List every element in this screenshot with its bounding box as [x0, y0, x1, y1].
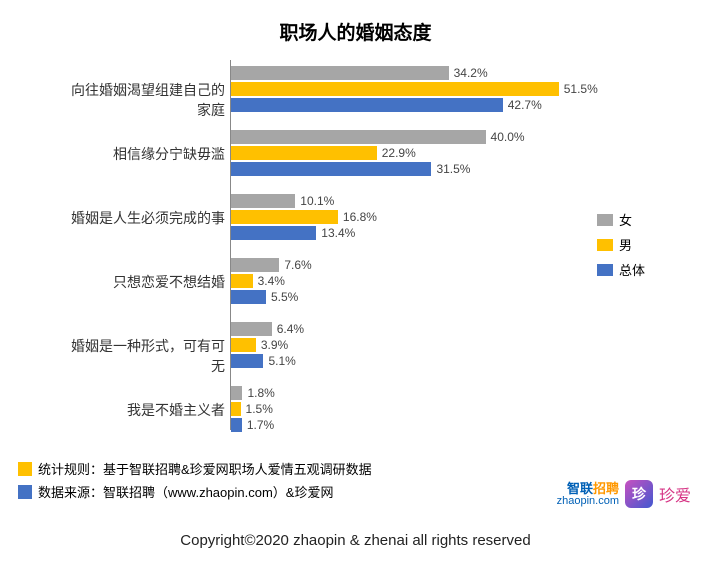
category-label: 只想恋爱不想结婚	[60, 272, 225, 292]
bar-male	[231, 82, 559, 96]
bar-value-label: 3.9%	[261, 338, 288, 352]
note-source-label: 数据来源：	[38, 482, 103, 501]
bar-female	[231, 66, 449, 80]
bar-value-label: 1.5%	[246, 402, 273, 416]
note-rule-label: 统计规则：	[38, 459, 103, 478]
logo-zhenai-icon: 珍	[625, 480, 653, 508]
bar-value-label: 42.7%	[508, 98, 542, 112]
logo-zhaopin-cn-a: 智联	[567, 481, 593, 496]
legend-label: 女	[619, 210, 632, 229]
logos: 智联招聘 zhaopin.com 珍 珍爱	[557, 480, 691, 508]
legend-item-male: 男	[597, 235, 645, 254]
bar-value-label: 6.4%	[277, 322, 304, 336]
note-source-swatch	[18, 485, 32, 499]
bar-female	[231, 130, 486, 144]
bar-male	[231, 146, 377, 160]
category-label: 婚姻是人生必须完成的事	[60, 208, 225, 228]
legend-item-female: 女	[597, 210, 645, 229]
plot-region: 向往婚姻渴望组建自己的家庭34.2%51.5%42.7%相信缘分宁缺毋滥40.0…	[230, 60, 580, 430]
bar-value-label: 51.5%	[564, 82, 598, 96]
category-label: 向往婚姻渴望组建自己的家庭	[60, 80, 225, 120]
note-source: 数据来源： 智联招聘（www.zhaopin.com）&珍爱网	[18, 482, 372, 501]
bar-total	[231, 290, 266, 304]
bar-total	[231, 226, 316, 240]
legend-label: 总体	[619, 260, 645, 279]
legend-label: 男	[619, 235, 632, 254]
legend-item-total: 总体	[597, 260, 645, 279]
bar-total	[231, 162, 431, 176]
note-rule-swatch	[18, 462, 32, 476]
bar-value-label: 40.0%	[491, 130, 525, 144]
bar-total	[231, 98, 503, 112]
bar-value-label: 16.8%	[343, 210, 377, 224]
bar-female	[231, 258, 279, 272]
footer-notes: 统计规则： 基于智联招聘&珍爱网职场人爱情五观调研数据 数据来源： 智联招聘（w…	[18, 455, 372, 501]
bar-male	[231, 338, 256, 352]
legend: 女男总体	[597, 210, 645, 285]
bar-value-label: 34.2%	[454, 66, 488, 80]
bar-value-label: 1.7%	[247, 418, 274, 432]
chart-area: 向往婚姻渴望组建自己的家庭 34.2% 51.5% 42.7% 相信缘分宁缺毋滥 40.0…	[60, 60, 650, 430]
legend-swatch	[597, 214, 613, 226]
bar-female	[231, 386, 242, 400]
bar-male	[231, 402, 241, 416]
bar-male	[231, 210, 338, 224]
logo-zhenai-text: 珍爱	[659, 482, 691, 506]
bar-value-label: 10.1%	[300, 194, 334, 208]
bar-female	[231, 194, 295, 208]
copyright: Copyright©2020 zhaopin & zhenai all righ…	[0, 532, 711, 549]
bar-value-label: 5.5%	[271, 290, 298, 304]
bar-value-label: 3.4%	[258, 274, 285, 288]
bar-total	[231, 418, 242, 432]
chart-title: 职场人的婚姻态度	[0, 0, 711, 45]
legend-swatch	[597, 264, 613, 276]
legend-swatch	[597, 239, 613, 251]
note-rule: 统计规则： 基于智联招聘&珍爱网职场人爱情五观调研数据	[18, 459, 372, 478]
bar-value-label: 31.5%	[436, 162, 470, 176]
logo-zhaopin-cn-b: 招聘	[593, 481, 619, 496]
logo-zhaopin: 智联招聘 zhaopin.com	[557, 482, 619, 507]
bar-value-label: 7.6%	[284, 258, 311, 272]
note-source-text: 智联招聘（www.zhaopin.com）&珍爱网	[103, 482, 333, 501]
bar-value-label: 5.1%	[268, 354, 295, 368]
bar-value-label: 1.8%	[247, 386, 274, 400]
category-label: 婚姻是一种形式，可有可无	[60, 336, 225, 376]
category-label: 相信缘分宁缺毋滥	[60, 144, 225, 164]
bar-total	[231, 354, 263, 368]
bar-value-label: 22.9%	[382, 146, 416, 160]
bar-male	[231, 274, 253, 288]
category-label: 我是不婚主义者	[60, 400, 225, 420]
note-rule-text: 基于智联招聘&珍爱网职场人爱情五观调研数据	[103, 459, 372, 478]
bar-female	[231, 322, 272, 336]
bar-value-label: 13.4%	[321, 226, 355, 240]
logo-zhaopin-en: zhaopin.com	[557, 496, 619, 507]
